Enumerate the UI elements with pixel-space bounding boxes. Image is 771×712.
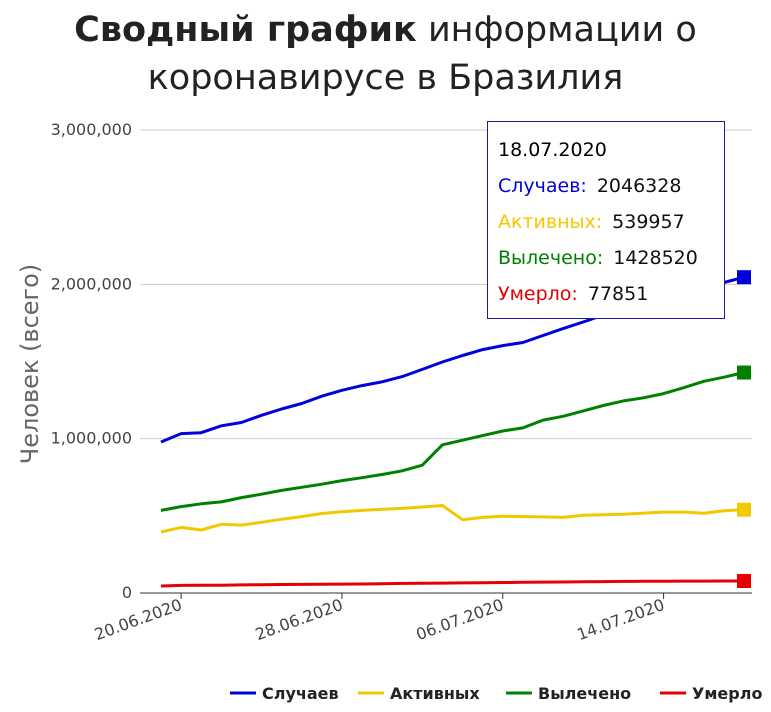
series-end-marker[interactable] [737,573,751,588]
y-tick-label: 2,000,000 [51,274,132,293]
y-tick-label: 1,000,000 [51,429,132,448]
tooltip-value: 77851 [587,283,649,305]
y-tick-label: 0 [122,583,132,602]
data-tooltip: 18.07.2020 Случаев: 2046328 Активных: 5399… [487,121,725,319]
x-tick-label: 28.06.2020 [253,595,346,644]
tooltip-row-cases: Случаев: 2046328 [498,168,724,204]
tooltip-label: Случаев: [498,175,587,197]
tooltip-label: Вылечено: [498,247,604,269]
tooltip-value: 539957 [612,211,685,233]
y-axis-label: Человек (всего) [16,264,44,464]
legend-label[interactable]: Вылечено [538,684,631,703]
series-line [160,371,745,512]
tooltip-value: 2046328 [596,175,682,197]
tooltip-value: 1428520 [613,247,698,269]
x-tick-label: 14.07.2020 [574,595,667,644]
x-axis-ticks: 20.06.2020 28.06.2020 06.07.2020 14.07.2020 [92,593,667,644]
tooltip-row-deaths: Умерло: 77851 [498,276,724,312]
legend-label[interactable]: Умерло [692,684,762,703]
series-end-marker[interactable] [737,365,751,380]
series-end-marker[interactable] [737,502,751,517]
tooltip-label: Активных: [498,211,603,233]
tooltip-row-active: Активных: 539957 [498,204,724,240]
series-end-marker[interactable] [737,270,751,285]
legend-label[interactable]: Случаев [262,684,339,703]
y-tick-label: 3,000,000 [51,120,132,139]
chart-title-bold: Сводный график [74,10,417,50]
tooltip-row-recovered: Вылечено: 1428520 [498,240,724,276]
x-tick-label: 20.06.2020 [92,595,185,644]
series-line [160,504,745,534]
tooltip-date: 18.07.2020 [498,139,607,161]
legend: Случаев Активных Вылечено Умерло [230,684,762,703]
series-line [160,579,744,588]
legend-label[interactable]: Активных [390,684,480,703]
x-tick-label: 06.07.2020 [414,595,507,644]
chart-title: Сводный график информации о коронавирусе… [0,6,771,102]
chart-title-rest: информации о коронавирусе в Бразилия [147,10,697,98]
tooltip-label: Умерло: [498,283,578,305]
y-axis-ticks: 0 1,000,000 2,000,000 3,000,000 [51,120,132,602]
series-lines [160,270,751,588]
